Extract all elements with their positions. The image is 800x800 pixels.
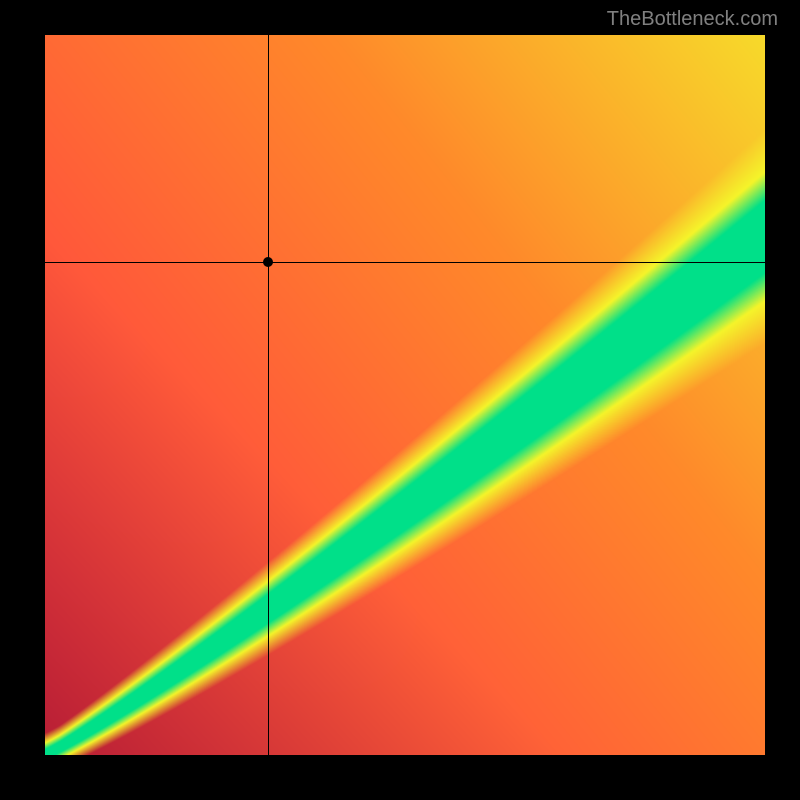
plot-area (45, 35, 765, 755)
crosshair-marker (263, 257, 273, 267)
crosshair-horizontal (45, 262, 765, 263)
crosshair-vertical (268, 35, 269, 755)
bottleneck-heatmap (45, 35, 765, 755)
watermark-text: TheBottleneck.com (607, 8, 778, 31)
